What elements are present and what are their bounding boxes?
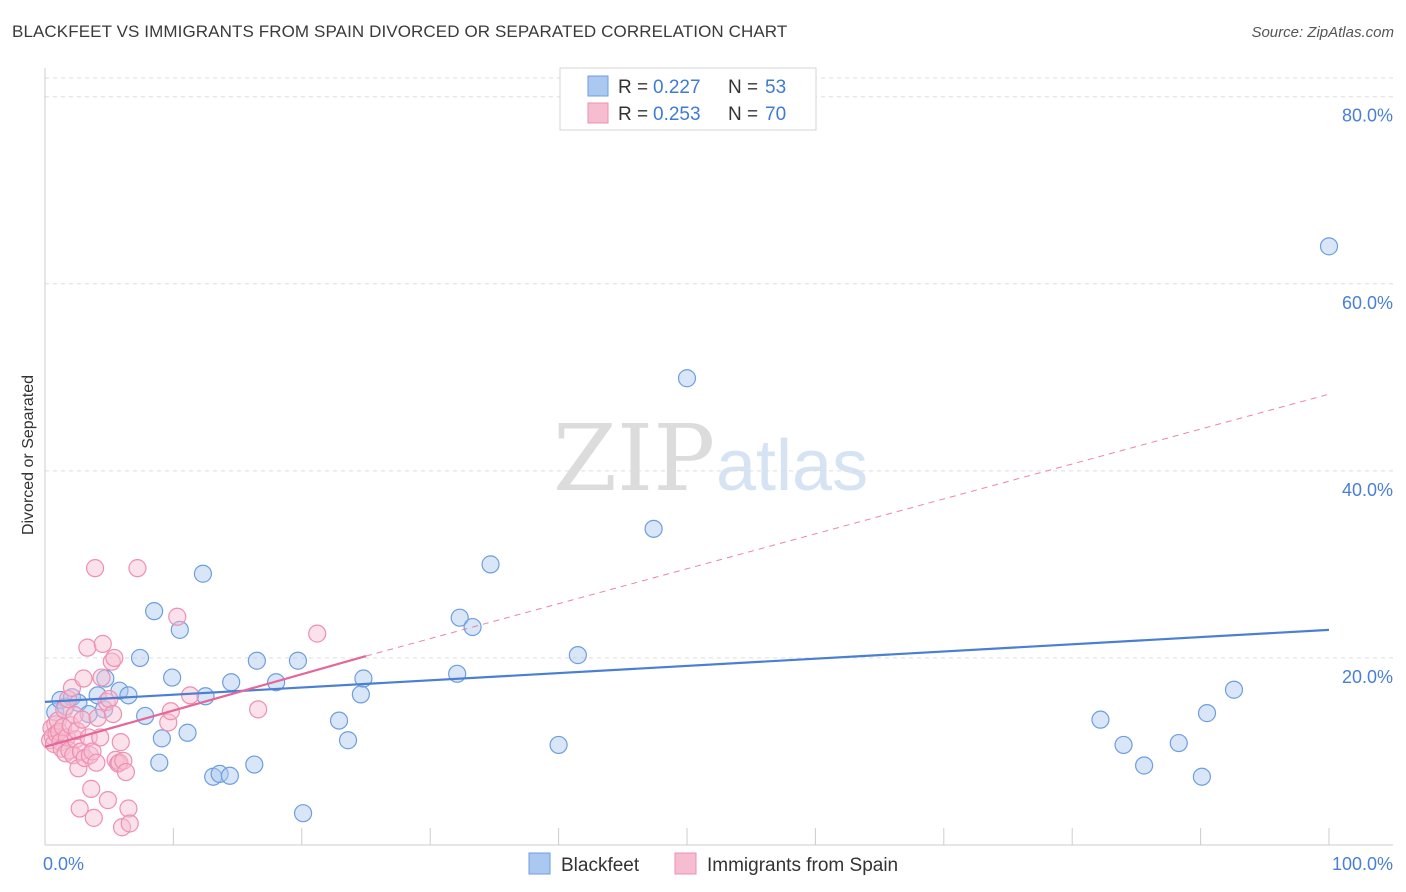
trend-line-spain-extension: [365, 393, 1330, 657]
series-spain-points: [41, 559, 327, 837]
blackfeet-point: [351, 685, 370, 704]
y-tick-label: 40.0%: [1342, 480, 1393, 500]
legend-n-value-1: 53: [765, 77, 786, 98]
legend-swatch-blackfeet: [587, 75, 609, 97]
y-tick-label: 80.0%: [1342, 106, 1393, 126]
blackfeet-point: [247, 651, 266, 670]
blackfeet-point: [1114, 735, 1133, 755]
x-tick-label-min: 0.0%: [43, 854, 84, 874]
blackfeet-point: [1135, 756, 1154, 775]
spain-point: [87, 753, 106, 772]
spain-point: [168, 607, 187, 626]
blackfeet-point: [677, 369, 697, 388]
spain-point: [159, 713, 178, 732]
spain-point: [67, 721, 87, 740]
trend-lines: [44, 393, 1330, 748]
blackfeet-point: [145, 602, 164, 621]
y-axis-label: Divorced or Separated: [20, 375, 37, 535]
legend-r-value-1: 0.227: [653, 77, 701, 98]
spain-point: [82, 779, 101, 798]
watermark-zip: ZIP: [553, 405, 715, 512]
blackfeet-point: [119, 686, 138, 705]
series-legend: Blackfeet Immigrants from Spain: [528, 852, 898, 876]
blackfeet-point: [1091, 710, 1110, 729]
blackfeet-point: [245, 755, 264, 774]
spain-point: [98, 791, 118, 810]
spain-point: [78, 638, 97, 657]
spain-point: [103, 704, 123, 724]
blackfeet-point: [222, 673, 241, 692]
blackfeet-point: [220, 766, 239, 785]
legend-n-label-1: N =: [728, 77, 758, 98]
spain-point: [88, 708, 107, 727]
blackfeet-point: [130, 648, 150, 668]
legend-n-value-2: 70: [765, 104, 786, 125]
blackfeet-point: [1224, 680, 1244, 699]
spain-point: [73, 710, 92, 729]
x-tick-label-max: 100.0%: [1332, 854, 1393, 874]
bottom-legend-label-spain: Immigrants from Spain: [707, 855, 898, 876]
blackfeet-point: [150, 753, 169, 772]
spain-point: [116, 762, 135, 782]
bottom-legend-label-blackfeet: Blackfeet: [561, 855, 640, 876]
axes: [44, 68, 1393, 846]
legend-r-value-2: 0.253: [653, 104, 701, 125]
spain-point: [74, 669, 93, 688]
tick-labels: 20.0% 40.0% 60.0% 80.0% 0.0% 100.0%: [43, 106, 1393, 874]
spain-point: [105, 648, 124, 668]
blackfeet-point: [152, 729, 171, 748]
spain-point: [128, 559, 147, 578]
watermark-atlas: atlas: [716, 426, 868, 506]
blackfeet-point: [1192, 767, 1211, 786]
bottom-legend-swatch-blackfeet: [528, 852, 551, 875]
spain-point: [111, 733, 130, 752]
gridlines: [45, 77, 1393, 659]
spain-point: [83, 742, 102, 761]
legend-r-label-2: R =: [618, 104, 648, 125]
chart-title: BLACKFEET VS IMMIGRANTS FROM SPAIN DIVOR…: [12, 22, 788, 41]
blackfeet-point: [1197, 704, 1217, 723]
bottom-legend-swatch-spain: [674, 852, 697, 875]
spain-point: [308, 624, 327, 643]
blackfeet-point: [329, 711, 349, 730]
spain-point: [120, 814, 139, 833]
spain-point: [180, 686, 200, 705]
blackfeet-point: [178, 723, 197, 742]
spain-point: [93, 634, 112, 653]
spain-point: [85, 559, 105, 578]
blackfeet-point: [193, 564, 213, 583]
trend-line-spain: [44, 654, 367, 748]
spain-point: [84, 808, 103, 827]
blackfeet-point: [1169, 733, 1188, 753]
blackfeet-point: [163, 668, 182, 687]
spain-point: [249, 700, 268, 719]
y-tick-label: 60.0%: [1342, 293, 1393, 313]
legend-r-label-1: R =: [618, 77, 648, 98]
blackfeet-point: [288, 651, 308, 670]
blackfeet-point: [644, 519, 663, 538]
spain-point: [119, 799, 138, 818]
spain-point: [92, 668, 111, 687]
blackfeet-point: [450, 608, 469, 627]
blackfeet-point: [549, 735, 568, 755]
blackfeet-point: [338, 731, 358, 750]
stats-legend: R = 0.227 N = 53 R = 0.253 N = 70: [559, 67, 817, 131]
blackfeet-point: [481, 555, 500, 574]
spain-point: [114, 751, 133, 770]
spain-point: [70, 799, 89, 818]
legend-swatch-spain: [587, 102, 609, 124]
blackfeet-point: [293, 804, 313, 823]
blackfeet-point: [1319, 237, 1339, 256]
trend-line-blackfeet: [44, 628, 1330, 703]
series-blackfeet-points: [46, 237, 1339, 823]
source-credit: Source: ZipAtlas.com: [1251, 24, 1394, 41]
blackfeet-point: [568, 646, 587, 665]
y-tick-label: 20.0%: [1342, 667, 1393, 687]
legend-n-label-2: N =: [728, 104, 758, 125]
